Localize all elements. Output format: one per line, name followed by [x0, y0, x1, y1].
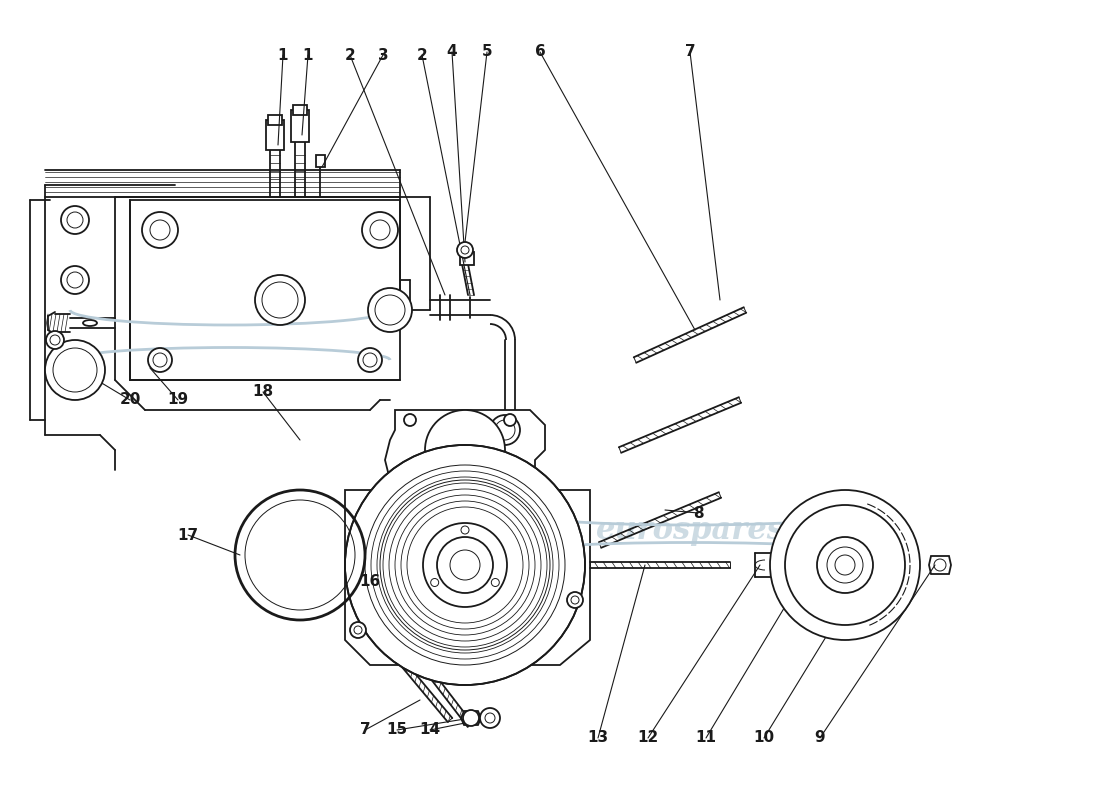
Bar	[292, 110, 309, 142]
Circle shape	[46, 331, 64, 349]
Text: 10: 10	[754, 730, 774, 746]
Circle shape	[463, 710, 478, 726]
Circle shape	[255, 275, 305, 325]
Circle shape	[404, 414, 416, 426]
Circle shape	[60, 266, 89, 294]
Circle shape	[345, 445, 585, 685]
Text: 13: 13	[587, 730, 608, 746]
Polygon shape	[385, 410, 544, 490]
Text: 17: 17	[177, 527, 199, 542]
Text: 19: 19	[167, 393, 188, 407]
Polygon shape	[930, 556, 952, 574]
Text: 12: 12	[637, 730, 659, 746]
Circle shape	[142, 212, 178, 248]
Circle shape	[60, 206, 89, 234]
Ellipse shape	[82, 320, 97, 326]
Text: 9: 9	[815, 730, 825, 746]
Circle shape	[490, 415, 520, 445]
Text: 4: 4	[447, 45, 458, 59]
Text: 18: 18	[252, 385, 274, 399]
Polygon shape	[345, 490, 590, 665]
Circle shape	[148, 348, 172, 372]
Circle shape	[368, 288, 412, 332]
Circle shape	[45, 340, 104, 400]
Polygon shape	[461, 711, 481, 725]
Text: 7: 7	[360, 722, 371, 738]
Text: 2: 2	[417, 47, 428, 62]
Circle shape	[504, 414, 516, 426]
Bar	[266, 120, 284, 150]
Text: 2: 2	[344, 47, 355, 62]
Circle shape	[350, 622, 366, 638]
Text: 8: 8	[693, 506, 703, 521]
Bar	[316, 155, 324, 167]
Text: 5: 5	[482, 45, 493, 59]
Text: 15: 15	[386, 722, 408, 738]
Bar	[460, 252, 474, 265]
Text: 3: 3	[377, 47, 388, 62]
Circle shape	[424, 523, 507, 607]
Bar	[293, 105, 307, 115]
Text: 1: 1	[277, 47, 288, 62]
Circle shape	[456, 242, 473, 258]
Circle shape	[425, 410, 505, 490]
Circle shape	[770, 490, 920, 640]
Text: eurospares: eurospares	[135, 319, 324, 350]
Text: 20: 20	[119, 393, 141, 407]
Circle shape	[785, 505, 905, 625]
Circle shape	[817, 537, 873, 593]
Text: 16: 16	[360, 574, 381, 590]
Circle shape	[480, 708, 501, 728]
Bar	[268, 115, 282, 125]
Circle shape	[566, 592, 583, 608]
Text: 14: 14	[419, 722, 441, 738]
Text: 6: 6	[535, 45, 546, 59]
Text: 7: 7	[684, 45, 695, 59]
Bar	[130, 200, 400, 380]
Text: 11: 11	[695, 730, 716, 746]
Text: eurospares: eurospares	[595, 514, 784, 546]
Text: 1: 1	[302, 47, 313, 62]
Circle shape	[358, 348, 382, 372]
Circle shape	[362, 212, 398, 248]
